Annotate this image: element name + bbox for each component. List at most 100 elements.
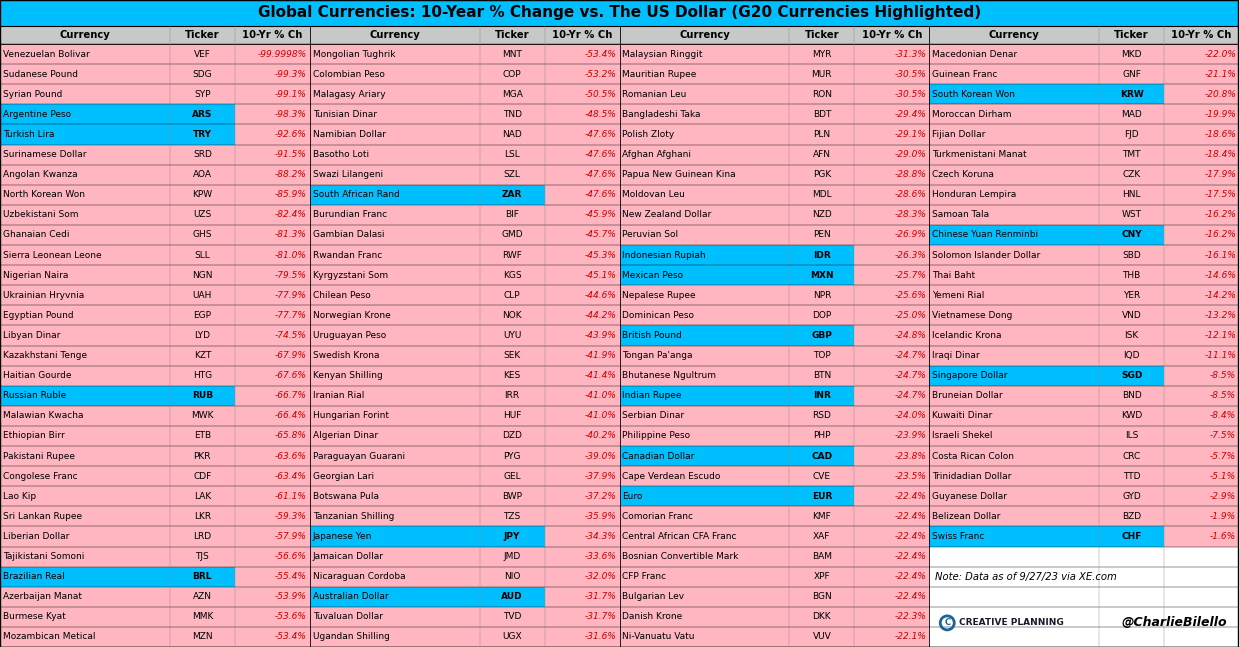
Text: Bhutanese Ngultrum: Bhutanese Ngultrum xyxy=(622,371,716,380)
Bar xyxy=(310,305,620,325)
Bar xyxy=(310,325,620,345)
Text: TZS: TZS xyxy=(503,512,520,521)
Text: Kuwaiti Dinar: Kuwaiti Dinar xyxy=(932,411,992,421)
Bar xyxy=(0,345,310,366)
Text: Thai Baht: Thai Baht xyxy=(932,270,975,280)
Text: -66.4%: -66.4% xyxy=(275,411,307,421)
Text: Congolese Franc: Congolese Franc xyxy=(2,472,78,481)
Text: -59.3%: -59.3% xyxy=(275,512,307,521)
Text: Kazakhstani Tenge: Kazakhstani Tenge xyxy=(2,351,87,360)
Text: ARS: ARS xyxy=(192,110,213,119)
Bar xyxy=(235,124,310,144)
Bar xyxy=(620,245,855,265)
Text: -66.7%: -66.7% xyxy=(275,391,307,400)
Bar xyxy=(620,44,929,64)
Text: -41.0%: -41.0% xyxy=(585,411,617,421)
Text: Bulgarian Lev: Bulgarian Lev xyxy=(622,592,685,601)
Bar xyxy=(545,184,620,205)
Text: Philippine Peso: Philippine Peso xyxy=(622,432,690,441)
Bar xyxy=(310,386,620,406)
Text: -8.5%: -8.5% xyxy=(1209,391,1237,400)
Bar xyxy=(0,245,310,265)
Text: YER: YER xyxy=(1123,291,1140,300)
Text: Guinean Franc: Guinean Franc xyxy=(932,70,997,79)
Text: Basotho Loti: Basotho Loti xyxy=(312,150,369,159)
Text: UGX: UGX xyxy=(502,633,522,641)
Bar xyxy=(0,64,310,84)
Text: British Pound: British Pound xyxy=(622,331,683,340)
Text: Comorian Franc: Comorian Franc xyxy=(622,512,694,521)
Text: -44.6%: -44.6% xyxy=(585,291,617,300)
Text: -25.7%: -25.7% xyxy=(895,270,927,280)
Bar xyxy=(929,406,1239,426)
Text: GYD: GYD xyxy=(1123,492,1141,501)
Bar xyxy=(0,426,310,446)
Text: HNL: HNL xyxy=(1123,190,1141,199)
Text: -22.4%: -22.4% xyxy=(895,552,927,561)
Text: -24.7%: -24.7% xyxy=(895,351,927,360)
Text: -7.5%: -7.5% xyxy=(1209,432,1237,441)
Text: ILS: ILS xyxy=(1125,432,1139,441)
Text: IRR: IRR xyxy=(504,391,519,400)
Text: XAF: XAF xyxy=(813,532,830,541)
Text: CVE: CVE xyxy=(813,472,831,481)
Bar xyxy=(310,366,620,386)
Text: -1.6%: -1.6% xyxy=(1209,532,1237,541)
Text: SGD: SGD xyxy=(1121,371,1142,380)
Bar xyxy=(0,26,1239,44)
Text: -26.9%: -26.9% xyxy=(895,230,927,239)
Text: -31.3%: -31.3% xyxy=(895,50,927,58)
Text: BRL: BRL xyxy=(192,572,212,581)
Text: Trinidadian Dollar: Trinidadian Dollar xyxy=(932,472,1011,481)
Bar xyxy=(620,84,929,104)
Bar xyxy=(855,486,929,507)
Text: Turkish Lira: Turkish Lira xyxy=(2,130,55,139)
Text: -13.2%: -13.2% xyxy=(1204,311,1237,320)
Text: Polish Zloty: Polish Zloty xyxy=(622,130,675,139)
Text: MXN: MXN xyxy=(810,270,834,280)
Text: Chilean Peso: Chilean Peso xyxy=(312,291,370,300)
Text: -8.4%: -8.4% xyxy=(1209,411,1237,421)
Text: Rwandan Franc: Rwandan Franc xyxy=(312,250,382,259)
Text: NZD: NZD xyxy=(812,210,831,219)
Text: -22.4%: -22.4% xyxy=(895,492,927,501)
Bar xyxy=(310,285,620,305)
Bar xyxy=(0,386,235,406)
Text: Moroccan Dirham: Moroccan Dirham xyxy=(932,110,1012,119)
Text: Moldovan Leu: Moldovan Leu xyxy=(622,190,685,199)
Text: KRW: KRW xyxy=(1120,90,1144,99)
Bar xyxy=(929,607,1239,627)
Bar xyxy=(929,466,1239,486)
Text: -37.9%: -37.9% xyxy=(585,472,617,481)
Text: PGK: PGK xyxy=(813,170,831,179)
Text: ZAR: ZAR xyxy=(502,190,523,199)
Text: -53.2%: -53.2% xyxy=(585,70,617,79)
Bar xyxy=(235,386,310,406)
Text: SEK: SEK xyxy=(503,351,520,360)
Text: -98.3%: -98.3% xyxy=(275,110,307,119)
Text: MYR: MYR xyxy=(812,50,831,58)
Text: Honduran Lempira: Honduran Lempira xyxy=(932,190,1016,199)
Text: Ethiopian Birr: Ethiopian Birr xyxy=(2,432,64,441)
Text: 10-Yr % Ch: 10-Yr % Ch xyxy=(242,30,302,40)
Bar xyxy=(0,627,310,647)
Text: XPF: XPF xyxy=(814,572,830,581)
Text: Japanese Yen: Japanese Yen xyxy=(312,532,372,541)
Bar xyxy=(310,607,620,627)
Bar xyxy=(310,164,620,184)
Text: -99.1%: -99.1% xyxy=(275,90,307,99)
Text: Nepalese Rupee: Nepalese Rupee xyxy=(622,291,696,300)
Text: LSL: LSL xyxy=(504,150,520,159)
Text: Angolan Kwanza: Angolan Kwanza xyxy=(2,170,78,179)
Text: -53.6%: -53.6% xyxy=(275,612,307,621)
Text: -41.9%: -41.9% xyxy=(585,351,617,360)
Bar xyxy=(620,285,929,305)
Text: Icelandic Krona: Icelandic Krona xyxy=(932,331,1002,340)
Text: -14.2%: -14.2% xyxy=(1204,291,1237,300)
Text: Tuvaluan Dollar: Tuvaluan Dollar xyxy=(312,612,383,621)
Text: Currency: Currency xyxy=(989,30,1040,40)
Text: -5.1%: -5.1% xyxy=(1209,472,1237,481)
Text: -65.8%: -65.8% xyxy=(275,432,307,441)
Text: Nigerian Naira: Nigerian Naira xyxy=(2,270,68,280)
Text: Bosnian Convertible Mark: Bosnian Convertible Mark xyxy=(622,552,738,561)
